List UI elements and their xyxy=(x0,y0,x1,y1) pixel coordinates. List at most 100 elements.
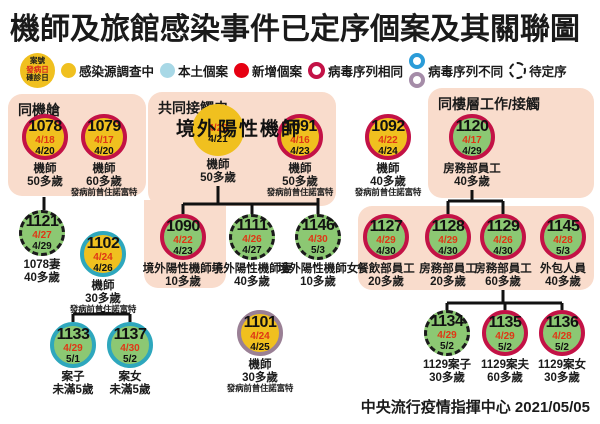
case-label-1146: 境外陽性機師女 10多歲 xyxy=(258,263,378,288)
case-onset-date: 4/29 xyxy=(63,343,83,354)
legend-sample-line: 案號 xyxy=(30,56,45,66)
under-investigation-dot-icon xyxy=(61,62,76,78)
case-node-1092: 1092 4/22 4/24 xyxy=(365,114,411,160)
case-onset-date: 4/27 xyxy=(32,230,52,241)
case-onset-date: 4/30 xyxy=(120,343,140,354)
case-number: 1135 xyxy=(488,314,522,331)
case-confirm-date: 4/23 xyxy=(173,246,193,257)
case-label-1137: 案女 未滿5歲 xyxy=(70,371,190,396)
case-confirm-date: 4/29 xyxy=(32,241,52,252)
legend-item-new-case: 新增個案 xyxy=(234,61,302,80)
case-confirm-date: 4/25 xyxy=(250,342,270,353)
case-desc-line: 30多歲 xyxy=(85,292,121,305)
case-confirm-date: 4/30 xyxy=(438,246,458,257)
case-desc-line: 案子 xyxy=(61,371,85,383)
case-label-1102: 機師 30多歲 發病前曾住諾富特 xyxy=(43,280,163,315)
case-number: 1133 xyxy=(56,326,90,343)
case-number: 1121 xyxy=(25,213,59,230)
case-onset-date: 4/30 xyxy=(308,234,328,245)
case-desc-line: 境外陽性機師妻 xyxy=(211,263,293,275)
case-desc-line: 機師 xyxy=(288,163,312,175)
case-onset-date: 4/26 xyxy=(242,234,262,245)
case-node-1128: 1128 4/29 4/30 xyxy=(425,214,471,260)
case-desc-line: 40多歲 xyxy=(24,271,60,284)
case-onset-date: 4/22 xyxy=(173,235,193,246)
case-desc-line: 50多歲 xyxy=(200,171,236,184)
case-desc-line: 1129案子 xyxy=(423,359,471,371)
case-confirm-date: 4/26 xyxy=(93,263,113,274)
case-confirm-date: 5/2 xyxy=(555,342,569,353)
case-onset-date: 4/24 xyxy=(250,331,270,342)
case-confirm-date: 4/21 xyxy=(208,134,228,145)
case-node-1136: 1136 4/28 5/2 xyxy=(539,310,585,356)
case-desc-line: 10多歲 xyxy=(300,275,336,288)
case-desc-line: 外包人員 xyxy=(540,263,586,275)
case-note: 發病前曾住諾富特 xyxy=(354,187,422,197)
case-node-1120: 1120 4/17 4/29 xyxy=(449,114,495,160)
case-confirm-date: 5/2 xyxy=(498,342,512,353)
case-node-1129: 1129 4/26 4/30 xyxy=(480,214,526,260)
case-node-1091: 1091 4/16 4/23 xyxy=(277,114,323,160)
case-onset-date: 4/26 xyxy=(493,235,513,246)
case-node-1127: 1127 4/29 4/30 xyxy=(363,214,409,260)
case-node-1090: 1090 4/22 4/23 xyxy=(160,214,206,260)
case-confirm-date: 5/2 xyxy=(440,341,454,352)
pending-sequencing-dashed-ring-icon xyxy=(509,61,527,79)
case-desc-line: 機師 xyxy=(206,159,230,171)
case-desc-line: 機師 xyxy=(92,163,116,175)
case-label-1111: 境外陽性機師妻 40多歲 xyxy=(192,263,312,288)
case-label-1101: 機師 30多歲 發病前曾住諾富特 xyxy=(200,359,320,394)
case-desc-line: 50多歲 xyxy=(27,175,63,188)
case-number: 1092 xyxy=(371,118,405,135)
case-node-1102: 1102 4/24 4/26 xyxy=(80,231,126,277)
case-confirm-date: 4/23 xyxy=(290,146,310,157)
case-label-1079: 機師 60多歲 發病前曾住諾富特 xyxy=(44,163,164,198)
legend-case-badge-sample: 案號 發病日 確診日 xyxy=(20,52,55,88)
case-note: 發病前曾住諾富特 xyxy=(226,383,294,393)
case-number: 1128 xyxy=(431,218,465,235)
case-label-overseas-positive-pilot: 機師 50多歲 xyxy=(158,159,278,184)
case-label-1129: 房務部員工 60多歲 xyxy=(443,263,563,288)
case-desc-line: 30多歲 xyxy=(242,371,278,384)
case-desc-line: 境外陽性機師女 xyxy=(277,263,359,275)
case-onset-date: 4/17 xyxy=(462,135,482,146)
case-desc-line: 境外陽性機師子 xyxy=(142,263,224,275)
case-desc-line: 30多歲 xyxy=(429,371,465,384)
case-onset-date: 4/16 xyxy=(290,135,310,146)
case-number: 1079 xyxy=(87,118,121,135)
case-onset-date: 4/24 xyxy=(93,252,113,263)
case-name-overseas-positive-pilot: 境外陽性機師 xyxy=(176,119,303,140)
case-label-1133: 案子 未滿5歲 xyxy=(13,371,133,396)
same-virus-sequence-ring-icon xyxy=(308,61,326,79)
case-confirm-date: 4/30 xyxy=(376,246,396,257)
case-node-1111: 1111 4/26 4/27 xyxy=(229,214,275,260)
case-node-overseas-positive-pilot: 4/20 4/21 xyxy=(192,104,244,156)
legend-label-same-virus-sequence: 病毒序列相同 xyxy=(328,64,404,79)
case-confirm-date: 4/20 xyxy=(94,146,114,157)
case-desc-line: 20多歲 xyxy=(368,275,404,288)
local-case-dot-icon xyxy=(160,62,176,78)
case-node-1137: 1137 4/30 5/2 xyxy=(107,322,153,368)
case-desc-line: 50多歲 xyxy=(282,175,318,188)
case-node-1079: 1079 4/17 4/20 xyxy=(81,114,127,160)
case-confirm-date: 5/3 xyxy=(556,246,570,257)
case-desc-line: 1129案夫 xyxy=(481,359,529,371)
case-number: 1137 xyxy=(113,326,147,343)
legend-label-local-case: 本土個案 xyxy=(178,64,229,79)
case-onset-date: 4/28 xyxy=(553,235,573,246)
case-desc-line: 60多歲 xyxy=(86,175,122,188)
case-label-1121: 1078妻 40多歲 xyxy=(0,259,102,284)
page-title: 機師及旅館感染事件已定序個案及其關聯圖 xyxy=(10,13,580,46)
case-label-1091: 機師 50多歲 發病前曾住諾富特 xyxy=(240,163,360,198)
case-desc-line: 機師 xyxy=(91,280,115,292)
case-node-1101: 1101 4/24 4/25 xyxy=(237,310,283,356)
case-desc-line: 案女 xyxy=(118,371,142,383)
case-desc-line: 40多歲 xyxy=(454,175,490,188)
legend-label-pending-sequencing: 待定序 xyxy=(529,64,567,79)
case-note: 發病前曾住諾富特 xyxy=(70,187,138,197)
case-label-1078: 機師 50多歲 xyxy=(0,163,105,188)
case-label-1090: 境外陽性機師子 10多歲 xyxy=(123,263,243,288)
case-note: 發病前曾住諾富特 xyxy=(266,187,334,197)
legend-item-same-virus-sequence: 病毒序列相同 xyxy=(308,61,403,80)
case-node-1146: 1146 4/30 5/3 xyxy=(295,214,341,260)
